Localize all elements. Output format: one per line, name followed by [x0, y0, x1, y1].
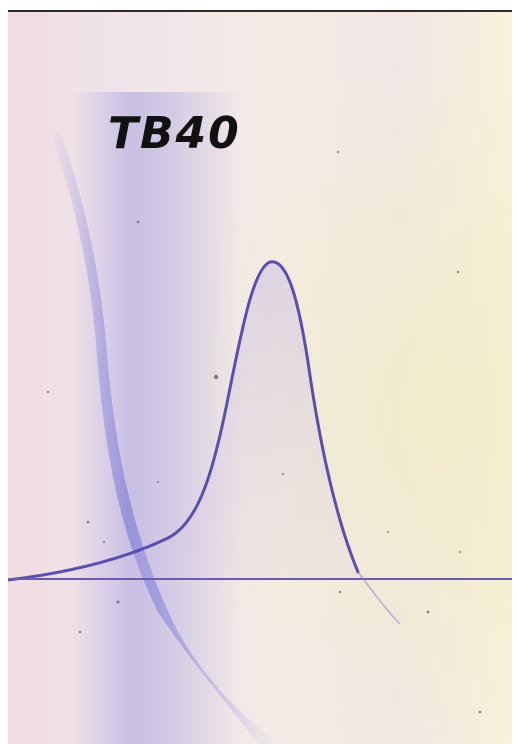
blue-stain-wash	[72, 92, 242, 744]
sample-label: TB40	[108, 108, 241, 159]
top-border	[0, 0, 516, 12]
chromatogram-plate	[8, 12, 512, 744]
peak-curve	[8, 260, 360, 582]
left-border	[0, 0, 8, 744]
trailing-shadow	[357, 571, 401, 625]
right-border	[512, 0, 516, 744]
speckles	[46, 151, 482, 714]
peak-area	[8, 261, 368, 578]
